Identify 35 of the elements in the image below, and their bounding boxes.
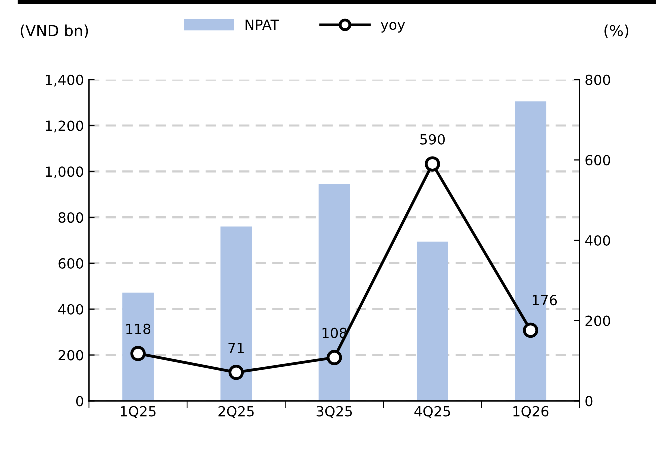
point [425, 156, 440, 172]
bar [318, 184, 350, 402]
y2-tick-label: 800 [586, 74, 610, 86]
point [228, 365, 244, 380]
y2-tick-label: 600 [586, 155, 610, 166]
data-label: 71 [228, 342, 244, 354]
x-tick-label: 4Q25 [414, 406, 450, 418]
y2-tick-label: 400 [585, 235, 610, 246]
y-tick-label: 200 [58, 350, 84, 361]
bar [122, 292, 154, 402]
point [326, 350, 342, 366]
point [523, 322, 538, 338]
y-tick-label: 1,200 [46, 120, 84, 133]
legend-label: NPAT [246, 20, 280, 30]
y-tick-label: 800 [58, 212, 84, 224]
x-tick-label: 1Q25 [121, 406, 156, 418]
y2-tick-label: 0 [586, 396, 593, 407]
y2-tick-label: 200 [586, 316, 610, 326]
x-tick-label: 1Q26 [514, 406, 549, 418]
y2-axis-title: (%) [604, 24, 629, 38]
data-label: 590 [420, 134, 446, 145]
bar [416, 242, 448, 402]
x-tick-label: 2Q25 [218, 406, 254, 418]
point [130, 346, 146, 362]
y-tick-label: 1,000 [46, 166, 84, 179]
data-label: 118 [126, 324, 151, 334]
y-axis-title: (VND bn) [20, 24, 88, 38]
y-tick-label: 400 [58, 304, 84, 315]
y-tick-label: 600 [58, 258, 84, 269]
data-label: 176 [532, 295, 558, 306]
y-tick-label: 0 [76, 396, 84, 407]
y-tick-label: 1,400 [46, 74, 84, 87]
x-tick-label: 3Q25 [316, 406, 352, 418]
legend-label: yoy [381, 22, 406, 33]
bar [220, 226, 252, 402]
